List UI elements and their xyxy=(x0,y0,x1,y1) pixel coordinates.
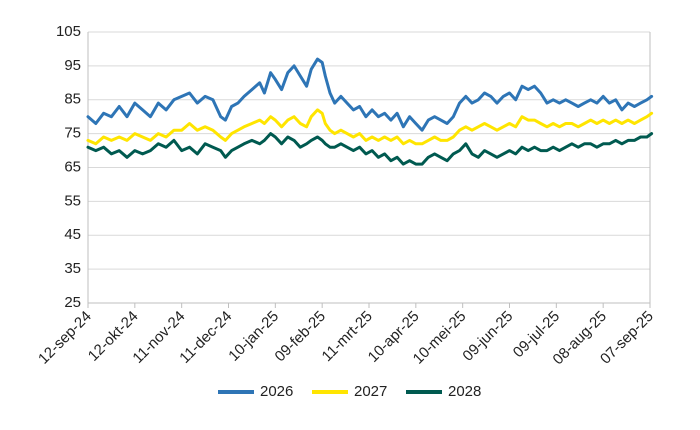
y-tick-label: 55 xyxy=(64,192,81,209)
x-tick-label: 12-sep-24 xyxy=(35,308,95,368)
y-tick-label: 95 xyxy=(64,57,81,74)
y-axis: 25 35 45 55 65 75 85 95 105 xyxy=(56,23,81,311)
x-axis: 12-sep-2412-okt-2411-nov-2411-dec-2410-j… xyxy=(35,303,657,368)
series-line-2028 xyxy=(86,132,654,166)
legend: 2026 2027 2028 xyxy=(218,383,481,400)
y-tick-label: 105 xyxy=(56,23,81,40)
series-line-2026 xyxy=(86,57,654,132)
legend-label-2027: 2027 xyxy=(354,383,387,400)
legend-label-2026: 2026 xyxy=(260,383,293,400)
x-tick-label: 09-feb-25 xyxy=(272,308,329,365)
y-tick-label: 45 xyxy=(64,226,81,243)
y-tick-label: 25 xyxy=(64,294,81,311)
y-tick-label: 75 xyxy=(64,125,81,142)
series-line-2027 xyxy=(86,108,654,146)
y-tick-label: 35 xyxy=(64,260,81,277)
grid-layer xyxy=(87,31,651,304)
y-tick-label: 85 xyxy=(64,91,81,108)
legend-label-2028: 2028 xyxy=(448,383,481,400)
series-layer xyxy=(86,57,654,166)
y-tick-label: 65 xyxy=(64,158,81,175)
x-tick-label: 09-jun-25 xyxy=(459,308,516,365)
